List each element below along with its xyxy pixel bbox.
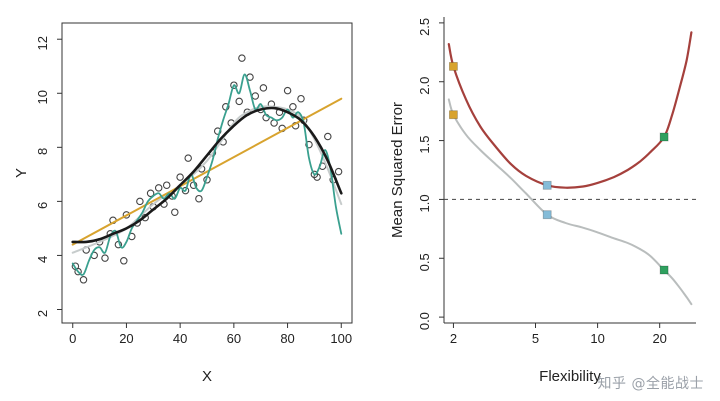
medium-flex-test-mse-marker — [542, 180, 552, 190]
scatter-point — [283, 86, 292, 95]
scatter-point — [162, 181, 171, 189]
x-tick-label: 20 — [119, 331, 133, 346]
scatter-point — [136, 197, 144, 206]
x-axis-label: X — [202, 368, 212, 385]
x-tick-label: 100 — [330, 331, 352, 346]
y-tick-label: 10 — [35, 90, 50, 104]
scatter-point — [79, 276, 88, 284]
y-tick-label: 1.5 — [417, 136, 432, 154]
right-chart: 2 5 10 20 0.0 0.5 1.0 1.5 2.0 2.5 Flexibility Mean … — [389, 17, 696, 385]
scatter-point — [297, 94, 305, 103]
y-tick-label: 0.0 — [417, 312, 432, 330]
scatter-point — [259, 84, 268, 92]
scatter-point — [146, 189, 155, 198]
scatter-point — [324, 132, 332, 141]
x-tick-label: 5 — [532, 331, 539, 346]
left-chart: 0 20 40 60 80 100 2 4 6 8 10 12 X Y — [13, 22, 353, 385]
left-scatter-panel: 0 20 40 60 80 100 2 4 6 8 10 12 X Y — [12, 3, 364, 400]
high-flex-test-mse-marker — [659, 132, 669, 142]
scatter-point — [122, 211, 131, 219]
scatter-point — [176, 173, 184, 181]
y-tick-label: 8 — [35, 148, 50, 155]
y-axis-label: Y — [13, 168, 30, 178]
scatter-point — [334, 167, 343, 176]
x-tick-label: 20 — [652, 331, 666, 346]
x-tick-label: 2 — [450, 331, 457, 346]
y-tick-label: 2 — [35, 310, 50, 317]
y-tick-label: 1.0 — [417, 194, 432, 212]
y-tick-label: 12 — [35, 36, 50, 50]
linear-model-train-mse-marker — [449, 110, 458, 120]
scatter-point — [120, 257, 128, 265]
scatter-point — [171, 208, 179, 216]
scatter-point — [184, 154, 192, 162]
scatter-point — [305, 140, 313, 149]
linear-model-test-mse-marker — [449, 62, 458, 71]
training-mse-curve — [447, 98, 693, 306]
x-tick-label: 0 — [69, 331, 76, 346]
scatter-point — [74, 267, 82, 276]
scatter-point — [213, 127, 222, 135]
y-tick-label: 2.0 — [417, 77, 432, 95]
medium-flex-train-mse-marker — [542, 210, 552, 220]
plot-box — [61, 22, 353, 324]
scatter-point — [289, 103, 297, 111]
flexible-spline-curve — [71, 73, 343, 276]
x-tick-label: 40 — [173, 331, 187, 346]
x-tick-label: 10 — [590, 331, 604, 346]
x-tick-label: 60 — [227, 331, 241, 346]
test-mse-curve — [447, 31, 693, 189]
scatter-point — [181, 186, 190, 195]
scatter-point — [235, 97, 243, 106]
y-tick-label: 6 — [35, 202, 50, 209]
x-tick-label: 80 — [280, 331, 294, 346]
y-tick-label: 2.5 — [417, 18, 432, 36]
scatter-point — [230, 81, 238, 89]
true-function-curve — [71, 106, 343, 244]
y-axis-label: Mean Squared Error — [389, 102, 406, 238]
high-flex-train-mse-marker — [659, 265, 669, 275]
scatter-point — [195, 194, 203, 203]
x-axis-label: Flexibility — [539, 368, 601, 385]
scatter-point — [101, 254, 109, 262]
y-tick-label: 0.5 — [417, 253, 432, 271]
scatter-point — [251, 92, 260, 100]
y-tick-label: 4 — [35, 256, 50, 263]
linear-fit-curve — [71, 97, 343, 246]
watermark: 知乎 @全能战士 — [597, 376, 704, 392]
scatter-point — [154, 184, 163, 192]
scatter-point — [238, 54, 246, 62]
right-mse-panel: 2 5 10 20 0.0 0.5 1.0 1.5 2.0 2.5 Flexibility Mean … — [388, 3, 710, 400]
